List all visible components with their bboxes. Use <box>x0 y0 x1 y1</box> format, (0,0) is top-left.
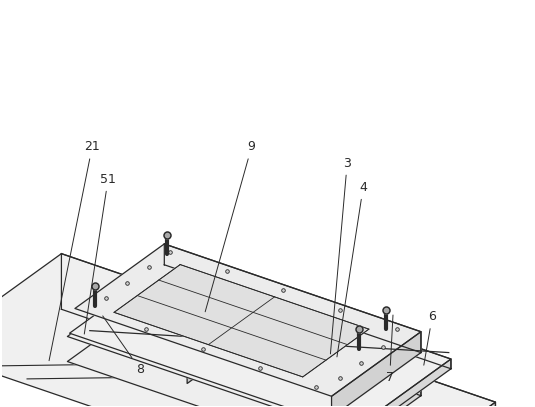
Polygon shape <box>114 265 369 377</box>
Text: 9: 9 <box>205 140 256 312</box>
Text: 51: 51 <box>85 173 116 334</box>
Text: 21: 21 <box>49 140 100 361</box>
Polygon shape <box>157 297 421 396</box>
Polygon shape <box>187 329 241 383</box>
Polygon shape <box>62 254 495 407</box>
Polygon shape <box>0 254 495 407</box>
Polygon shape <box>332 387 421 407</box>
Text: 4: 4 <box>337 181 367 357</box>
Text: 7: 7 <box>386 315 394 384</box>
Polygon shape <box>331 377 384 407</box>
Polygon shape <box>67 278 393 407</box>
Polygon shape <box>332 332 421 407</box>
Text: 6: 6 <box>424 310 436 365</box>
Polygon shape <box>67 297 421 407</box>
Polygon shape <box>93 297 241 368</box>
Polygon shape <box>217 338 384 407</box>
Polygon shape <box>164 244 421 352</box>
Polygon shape <box>353 359 451 407</box>
Polygon shape <box>70 262 451 407</box>
Polygon shape <box>75 244 421 396</box>
Text: 8: 8 <box>103 316 144 376</box>
Polygon shape <box>312 362 393 407</box>
Polygon shape <box>168 262 451 369</box>
Polygon shape <box>361 402 495 407</box>
Polygon shape <box>147 297 241 345</box>
Text: 3: 3 <box>331 157 351 354</box>
Text: 1: 1 <box>0 406 1 407</box>
Polygon shape <box>271 338 384 394</box>
Polygon shape <box>148 278 393 372</box>
